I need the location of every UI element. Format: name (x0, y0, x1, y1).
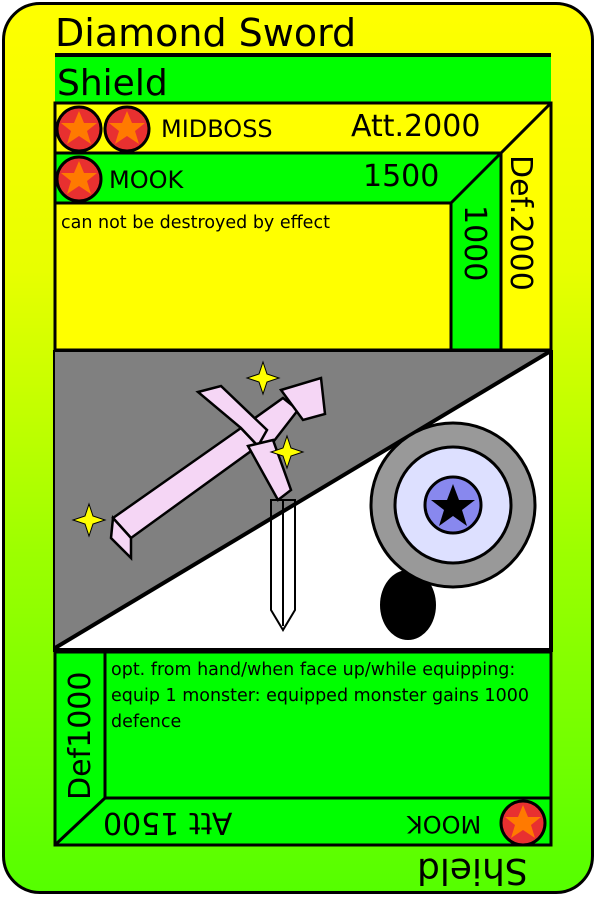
upper-effect-text: can not be destroyed by effect (61, 213, 330, 233)
diamond-sword-icon (109, 376, 327, 562)
star-icon (55, 105, 103, 153)
round-shield-icon (369, 421, 537, 640)
star-icon (103, 105, 151, 153)
title-divider (55, 53, 551, 57)
card-artwork (53, 350, 553, 652)
game-card: Diamond Sword Shield MIDBOSS Att.2000 De… (2, 2, 594, 894)
rank1-defense: Def.2000 (503, 155, 538, 291)
rank2-stars (55, 155, 103, 203)
rank2-label: MOOK (109, 166, 184, 194)
sword-reflection-icon (270, 499, 296, 632)
card-name: Diamond Sword (55, 11, 357, 55)
lower-effect-text: opt. from hand/when face up/while equipp… (111, 660, 529, 732)
rank2-attack: 1500 (363, 159, 440, 194)
sparkle-icon (71, 360, 305, 538)
star-icon (499, 799, 547, 847)
upper-stat-frame (53, 101, 553, 352)
rank1-label: MIDBOSS (161, 115, 273, 143)
lower-stars (499, 799, 547, 847)
lower-attack: Att 1500 (103, 805, 233, 840)
lower-rank-label: MOOK (407, 810, 482, 838)
rank2-defense: 1000 (457, 205, 492, 282)
lower-defense: Def1000 (63, 671, 98, 800)
lower-stat-frame (53, 650, 553, 847)
rank1-stars (55, 105, 151, 153)
rank1-attack: Att.2000 (351, 109, 481, 144)
card-type-bottom: Shield (417, 850, 528, 891)
star-icon (55, 155, 103, 203)
card-type-top: Shield (57, 63, 168, 104)
